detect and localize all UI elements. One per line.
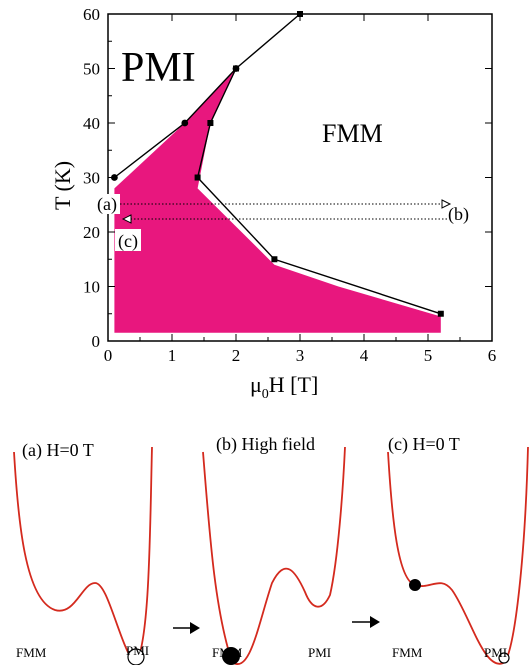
data-point-square	[437, 310, 444, 317]
panel-b-right-label: PMI	[308, 645, 331, 660]
label-c-box	[115, 229, 141, 251]
fmm-region-label: FMM	[322, 119, 383, 148]
x-tick-label-6: 6	[488, 346, 497, 365]
data-point-circle	[111, 174, 118, 181]
x-axis-title-text: μ0H [T]	[250, 372, 318, 402]
data-point-circle	[181, 119, 189, 127]
data-series	[111, 11, 444, 317]
state-ball-a	[127, 648, 145, 665]
x-tick-label-5: 5	[424, 346, 433, 365]
x-tick-label-1: 1	[168, 346, 177, 365]
data-point-square	[207, 120, 214, 126]
data-point-square	[271, 256, 278, 263]
arrowhead-right	[441, 199, 452, 209]
potential-curve-b	[202, 446, 346, 665]
x-tick-label-0: 0	[104, 346, 113, 365]
pmi-region-label: PMI	[121, 45, 196, 91]
label-a: (a)	[97, 194, 117, 215]
panel-c-caption: (c) H=0 T	[388, 434, 460, 455]
panel-b-caption: (b) High field	[216, 434, 315, 455]
state-ball-c	[409, 579, 421, 591]
potential-curve-a	[13, 446, 153, 665]
shaded-region	[114, 68, 441, 333]
y-axis-title: T (K)	[50, 161, 75, 210]
x-axis-title: μ0H [T]	[250, 372, 318, 402]
panel-c-left-label: FMM	[392, 645, 423, 660]
panel-a-left-label: FMM	[16, 645, 47, 660]
panel-b-left-label: FMM	[212, 645, 243, 660]
data-point-square	[194, 174, 201, 181]
label-c: (c)	[118, 231, 138, 252]
data-point-square	[233, 65, 239, 72]
y-tick-label-50: 50	[83, 60, 100, 79]
y-tick-label-40: 40	[83, 114, 100, 133]
path-arrows: (a) (b) (c)	[96, 194, 469, 252]
state-ball-b	[222, 647, 240, 665]
panel-a-caption: (a) H=0 T	[22, 440, 94, 461]
y-tick-label-30: 30	[83, 169, 100, 188]
state-ball-c-metastable	[498, 652, 510, 664]
potential-curve-c	[387, 446, 529, 665]
label-b: (b)	[448, 204, 469, 225]
panel-c-right-label: PMI	[484, 645, 507, 660]
label-a-box	[96, 194, 120, 214]
x-tick-label-2: 2	[232, 346, 241, 365]
arrowhead-left	[121, 214, 132, 224]
y-tick-label-0: 0	[92, 332, 101, 351]
energy-landscape-panels: (a) H=0 T (b) High field (c) H=0 T FMM P…	[13, 434, 529, 665]
series-line-1	[196, 13, 442, 315]
data-point-square	[297, 11, 303, 17]
y-tick-label-20: 20	[83, 223, 100, 242]
arrow-a-to-b-head	[190, 622, 200, 634]
panel-a-right-label: PMI	[126, 643, 149, 658]
x-tick-label-3: 3	[296, 346, 305, 365]
y-tick-label-10: 10	[83, 278, 100, 297]
arrow-b-to-c-head	[370, 616, 380, 628]
y-tick-label-60: 60	[83, 5, 100, 24]
x-tick-label-4: 4	[360, 346, 369, 365]
